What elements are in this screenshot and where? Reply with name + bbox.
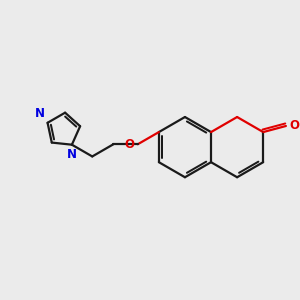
- Text: N: N: [67, 148, 77, 160]
- Text: O: O: [124, 138, 134, 151]
- Text: O: O: [290, 119, 300, 133]
- Text: N: N: [35, 107, 45, 121]
